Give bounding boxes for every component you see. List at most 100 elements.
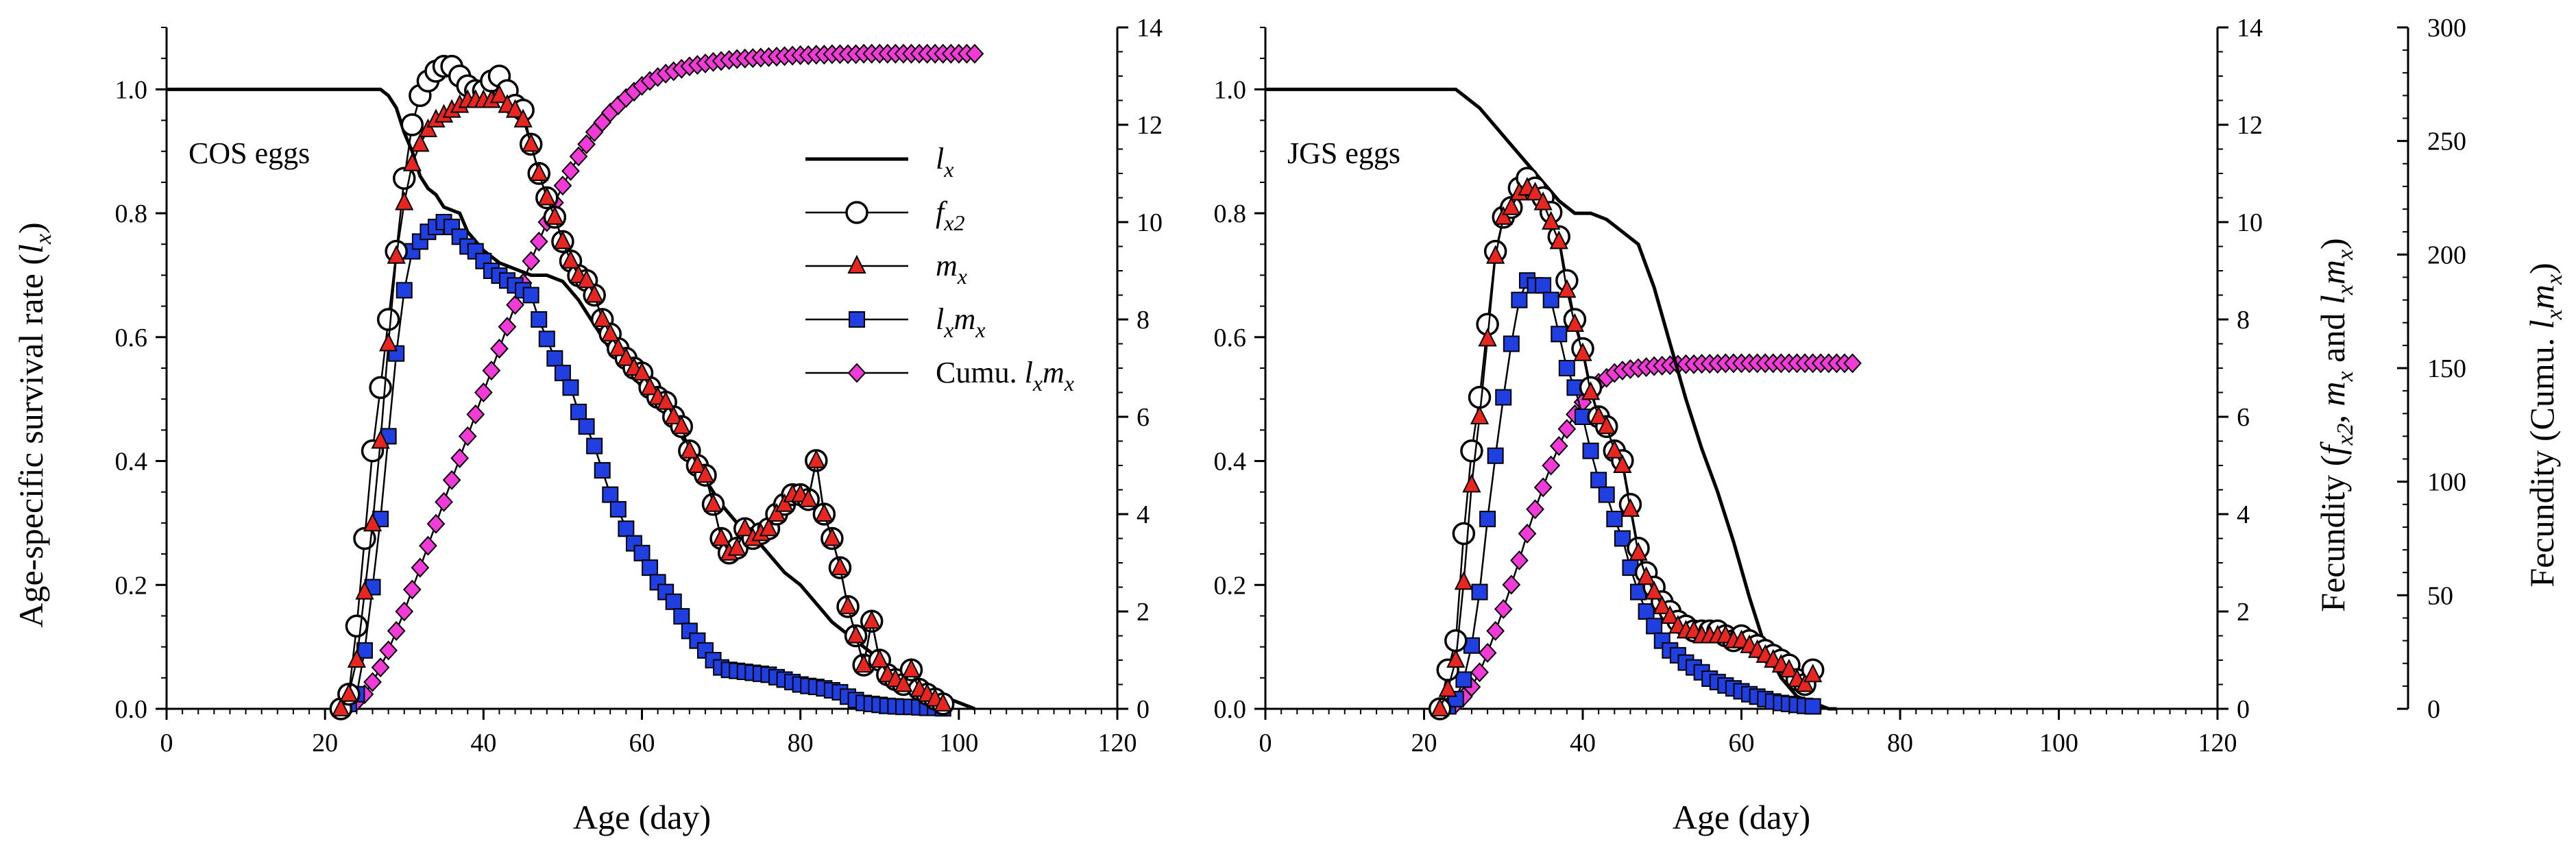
legend-label: Cumu. lxmx bbox=[936, 356, 1074, 396]
point-mx bbox=[1565, 313, 1585, 332]
left-panel: 0 20 40 60 80 100 120 0.0 0.2 0.4 0.6 0.8 1.0 0 2 4 6 8 10… bbox=[115, 14, 1163, 836]
point-mx bbox=[418, 118, 438, 138]
point-lxmx bbox=[1590, 472, 1607, 489]
point-mx bbox=[688, 454, 707, 473]
y-axis-title-survival: Age-specific survival rate (lx) bbox=[12, 222, 56, 627]
point-mx bbox=[934, 692, 953, 712]
legend-label: lxmx bbox=[936, 302, 985, 342]
legend-subscript-2: x bbox=[975, 317, 985, 342]
legend-subscript: x bbox=[957, 264, 967, 289]
y-left-tick-label: 1.0 bbox=[115, 75, 148, 104]
y-axis-title-cumulative: Fecundity (Cumu. lxmx) bbox=[2523, 263, 2567, 587]
point-lxmx bbox=[1471, 583, 1488, 601]
series-line-lx bbox=[1265, 87, 1837, 711]
point-mx bbox=[411, 133, 430, 152]
y-right-tick-label: 0 bbox=[1137, 695, 1150, 724]
panel-label: COS eggs bbox=[189, 136, 310, 170]
x-tick-label: 40 bbox=[1570, 729, 1596, 757]
x-tick-label: 0 bbox=[1259, 729, 1272, 757]
point-mx bbox=[347, 648, 367, 668]
y-right-tick-label: 0 bbox=[2237, 695, 2250, 724]
legend-marker bbox=[845, 201, 868, 224]
point-cumulxmx bbox=[522, 251, 541, 271]
legend-symbol: l bbox=[1025, 356, 1033, 389]
point-mx bbox=[703, 493, 723, 512]
point-mx bbox=[1462, 474, 1481, 493]
y-left-tick-label: 0.6 bbox=[1214, 324, 1247, 352]
point-cumulxmx bbox=[1494, 598, 1513, 619]
point-cumulxmx bbox=[426, 513, 446, 534]
point-mx bbox=[736, 518, 755, 537]
point-cumulxmx bbox=[965, 43, 984, 64]
point-mx bbox=[529, 162, 548, 181]
point-mx bbox=[371, 430, 390, 449]
legend-prefix: Cumu. bbox=[936, 356, 1025, 389]
y-right-tick-label: 4 bbox=[2237, 500, 2250, 529]
point-mx bbox=[1533, 191, 1553, 210]
point-mx bbox=[1644, 581, 1664, 600]
y-right-tick-label: 6 bbox=[1137, 403, 1150, 432]
point-cumulxmx bbox=[482, 361, 501, 381]
point-cumulxmx bbox=[474, 383, 493, 402]
legend-marker bbox=[849, 311, 865, 328]
point-cumulxmx bbox=[450, 448, 470, 468]
x-tick-label: 40 bbox=[470, 729, 496, 757]
point-cumulxmx bbox=[577, 134, 596, 154]
point-lxmx bbox=[1598, 486, 1615, 503]
point-mx bbox=[823, 527, 842, 546]
point-mx bbox=[814, 502, 834, 522]
point-mx bbox=[759, 518, 779, 537]
y-right-tick-label: 4 bbox=[1137, 500, 1150, 529]
point-mx bbox=[1795, 673, 1814, 692]
point-lxmx bbox=[1804, 698, 1821, 715]
y-right-tick-label: 12 bbox=[1137, 111, 1163, 140]
point-lxmx bbox=[396, 282, 413, 299]
point-mx bbox=[1549, 230, 1568, 250]
point-mx bbox=[395, 191, 414, 210]
point-cumulxmx bbox=[529, 231, 548, 252]
point-cumulxmx bbox=[1557, 419, 1577, 439]
y-right-tick-label: 14 bbox=[2237, 14, 2263, 43]
point-lxmx bbox=[1542, 291, 1559, 308]
point-fx2 bbox=[369, 376, 392, 400]
point-lxmx bbox=[1511, 291, 1528, 308]
point-mx bbox=[894, 673, 913, 692]
point-mx bbox=[1653, 595, 1672, 614]
legend-subscript: x bbox=[1032, 371, 1043, 396]
y-right-tick-label: 8 bbox=[2237, 306, 2250, 335]
point-mx bbox=[656, 391, 675, 410]
point-mx bbox=[672, 415, 691, 435]
point-mx bbox=[339, 683, 359, 702]
point-lxmx bbox=[1558, 360, 1575, 376]
legend-symbol: l bbox=[936, 142, 944, 175]
point-cumulxmx bbox=[387, 620, 406, 641]
point-lxmx bbox=[1582, 442, 1599, 459]
point-mx bbox=[505, 99, 525, 118]
point-mx bbox=[712, 527, 731, 546]
point-mx bbox=[696, 463, 715, 483]
point-lxmx bbox=[1487, 447, 1504, 464]
point-lxmx bbox=[1614, 530, 1631, 547]
x-tick-label: 80 bbox=[1887, 729, 1913, 757]
point-mx bbox=[1502, 196, 1521, 215]
point-mx bbox=[727, 537, 746, 556]
point-lxmx bbox=[522, 287, 539, 304]
point-mx bbox=[1431, 697, 1450, 716]
y-left-tick-label: 0.8 bbox=[115, 199, 148, 228]
y-far-right-tick-label: 0 bbox=[2427, 695, 2440, 724]
right-panel: 0 20 40 60 80 100 1200.00.20.40.60.81.00246810… bbox=[1214, 14, 2467, 836]
point-cumulxmx bbox=[1470, 662, 1489, 683]
point-mx bbox=[553, 230, 572, 250]
point-cumulxmx bbox=[442, 470, 461, 490]
point-mx bbox=[1660, 605, 1679, 624]
x-tick-label: 60 bbox=[1729, 729, 1755, 757]
point-mx bbox=[402, 152, 422, 171]
point-cumulxmx bbox=[402, 579, 422, 600]
x-tick-label: 80 bbox=[788, 729, 814, 757]
point-mx bbox=[664, 405, 683, 424]
y-left-tick-label: 0.0 bbox=[115, 695, 148, 724]
point-cumulxmx bbox=[506, 295, 524, 315]
point-lxmx bbox=[554, 365, 571, 382]
point-mx bbox=[830, 556, 850, 576]
